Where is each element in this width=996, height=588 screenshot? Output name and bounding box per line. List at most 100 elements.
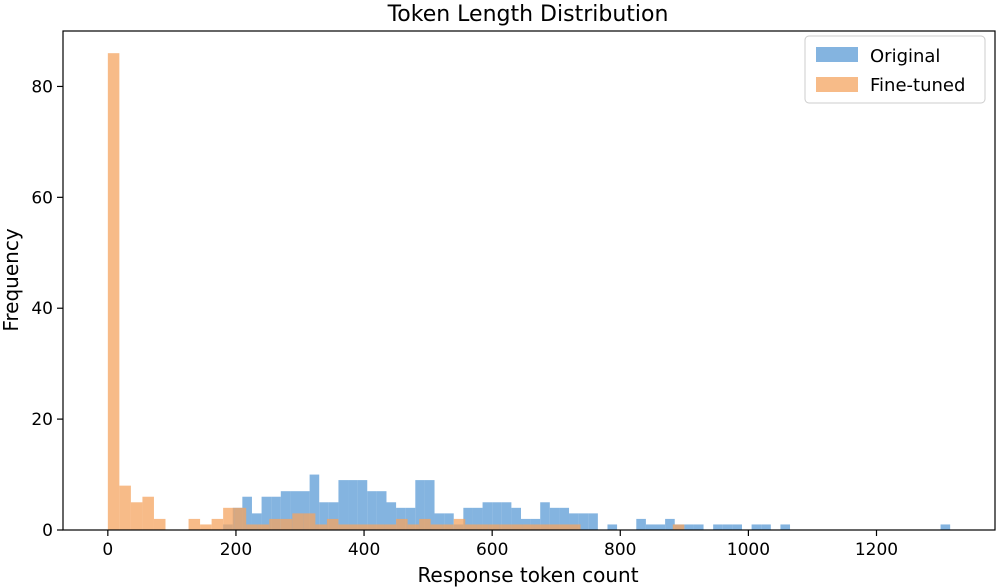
bar-original [940,524,951,530]
bar-original [280,491,291,530]
bar-original [578,513,589,530]
bar-original [684,524,694,530]
bar-original [348,480,358,530]
bar-original [472,507,483,530]
x-axis-ticks: 0 200 400 600 800 1000 1200 [102,530,898,560]
bar-original [501,502,512,530]
y-tick-label: 60 [31,188,53,208]
bar-fine-tuned [453,518,466,530]
legend-swatch-fine-tuned [816,77,858,92]
bar-fine-tuned [326,518,339,530]
bar-original [588,513,598,530]
bar-fine-tuned [545,524,558,530]
x-axis-label: Response token count [417,563,638,587]
bar-original [376,491,387,530]
bar-original [655,524,666,530]
bar-fine-tuned [257,524,270,530]
bar-original [415,480,425,530]
bar-original [319,502,329,530]
bar-fine-tuned [269,518,281,530]
bar-fine-tuned [557,524,570,530]
y-tick-label: 20 [31,410,53,430]
bar-original [482,502,493,530]
bar-fine-tuned [511,524,523,530]
x-tick-label: 800 [604,540,636,560]
bar-fine-tuned [292,513,304,530]
bar-original [520,518,531,530]
bar-fine-tuned [349,524,362,530]
plot-frame [62,30,996,531]
bar-original [328,502,339,530]
series-fine-tuned [107,53,685,531]
bar-original [309,474,320,530]
bar-fine-tuned [569,524,581,530]
bar-original [713,524,723,530]
y-axis-ticks: 0 20 40 60 80 [31,77,63,541]
bar-fine-tuned [188,518,201,530]
bar-fine-tuned [234,507,247,530]
bar-original [424,480,435,530]
bar-fine-tuned [119,485,131,530]
bar-fine-tuned [142,496,154,530]
bar-original [665,518,675,530]
x-tick-label: 600 [476,540,508,560]
bar-original [569,513,579,530]
bar-original [261,496,272,530]
bar-original [780,524,791,530]
y-axis-label: Frequency [0,228,23,331]
bar-fine-tuned [211,518,224,530]
bar-fine-tuned [522,524,535,530]
bar-fine-tuned [419,518,431,530]
series-original [223,474,951,530]
bar-original [693,524,704,530]
bars-layer [107,53,951,531]
bar-original [751,524,762,530]
y-tick-label: 40 [31,299,53,319]
bar-fine-tuned [476,524,489,530]
bar-original [405,507,416,530]
bar-fine-tuned [200,524,212,530]
bar-fine-tuned [407,524,420,530]
bar-fine-tuned [130,502,143,530]
bar-fine-tuned [153,518,166,530]
x-tick-label: 200 [220,540,252,560]
x-tick-label: 1000 [727,540,770,560]
chart-title: Token Length Distribution [387,2,669,27]
bar-original [251,513,262,530]
bar-original [463,507,473,530]
bar-original [549,507,560,530]
bar-fine-tuned [303,513,316,530]
bar-fine-tuned [672,524,685,530]
bar-fine-tuned [430,524,443,530]
x-tick-label: 1200 [855,540,898,560]
bar-fine-tuned [223,507,235,530]
legend-swatch-original [816,47,858,62]
bar-original [559,507,570,530]
bar-fine-tuned [534,524,546,530]
x-tick-label: 400 [348,540,380,560]
bar-original [357,480,368,530]
bar-original [607,524,618,530]
bar-fine-tuned [361,524,374,530]
bar-original [434,513,445,530]
bar-original [540,502,550,530]
bar-fine-tuned [442,524,454,530]
bar-fine-tuned [246,524,258,530]
bar-fine-tuned [107,53,120,531]
bar-fine-tuned [499,524,512,530]
bar-original [386,502,397,530]
bar-original [300,491,310,530]
bar-fine-tuned [488,524,500,530]
bar-original [338,480,349,530]
legend: Original Fine-tuned [804,35,986,104]
x-tick-label: 0 [102,540,113,560]
bar-original [732,524,742,530]
bar-original [636,518,646,530]
bar-original [290,491,301,530]
bar-fine-tuned [338,524,350,530]
legend-label-original: Original [870,46,940,67]
bar-original [511,507,521,530]
bar-original [761,524,771,530]
bar-original [722,524,733,530]
